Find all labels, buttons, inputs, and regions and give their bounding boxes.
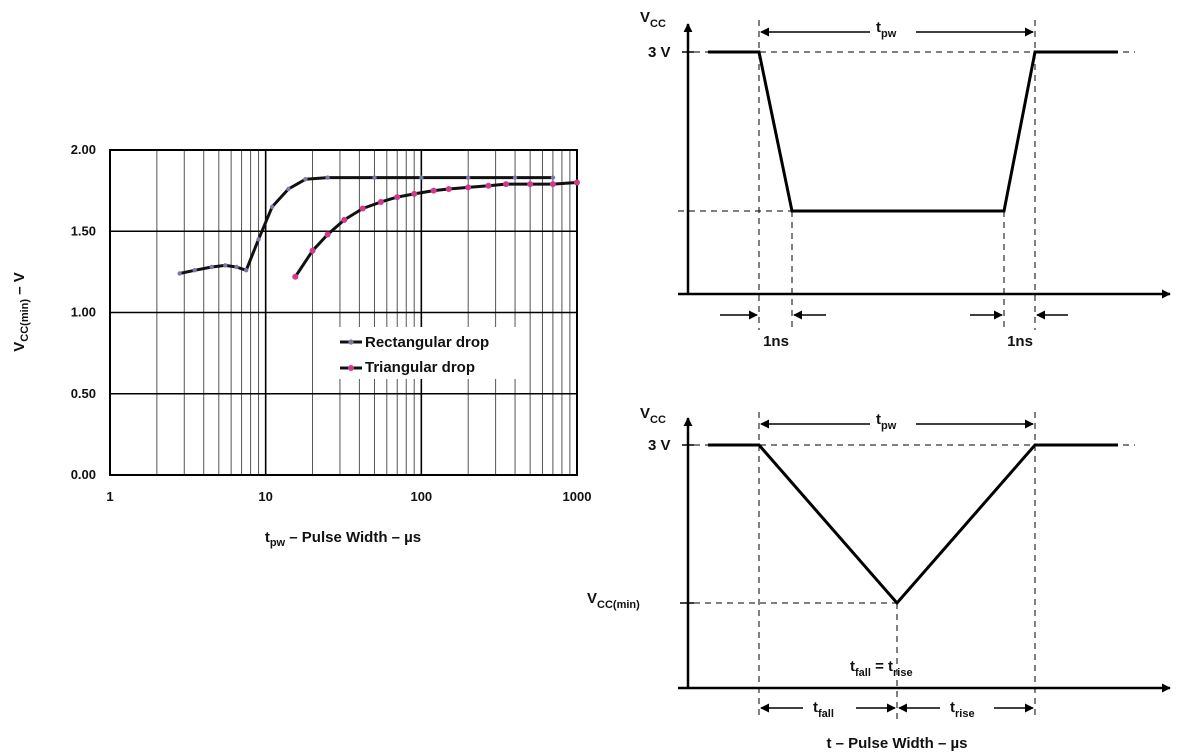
x-tick-label: 10 bbox=[258, 489, 272, 504]
data-point-triangular bbox=[465, 184, 472, 191]
data-point-triangular bbox=[549, 181, 556, 188]
data-point-triangular bbox=[430, 187, 437, 194]
chart-grid bbox=[110, 149, 577, 476]
data-point-triangular bbox=[574, 179, 580, 186]
data-point-rectangular bbox=[286, 186, 291, 192]
legend-label-triangular: Triangular drop bbox=[365, 359, 475, 376]
data-point-triangular bbox=[445, 186, 452, 192]
rect-guides bbox=[678, 20, 1135, 330]
x-tick-labels: 1 10 100 1000 bbox=[106, 489, 591, 504]
chart-series bbox=[177, 175, 580, 280]
tri-tfall-label: tfall bbox=[813, 699, 834, 720]
y-tick-label: 1.00 bbox=[71, 305, 96, 320]
data-point-rectangular bbox=[244, 268, 249, 273]
data-point-rectangular bbox=[209, 264, 214, 270]
x-tick-label: 100 bbox=[410, 489, 432, 504]
y-tick-labels: 0.00 0.50 1.00 1.50 2.00 bbox=[71, 142, 96, 482]
series-line-rectangular bbox=[179, 176, 553, 275]
tri-x-axis-title: t – Pulse Width – µs bbox=[826, 735, 967, 752]
data-point-rectangular bbox=[512, 175, 518, 180]
tri-guides bbox=[694, 412, 1135, 720]
rect-waveform bbox=[708, 50, 1118, 213]
y-tick-label: 2.00 bbox=[71, 142, 96, 157]
data-point-triangular bbox=[411, 190, 418, 197]
tri-tpw-label: tpw bbox=[876, 411, 897, 432]
x-tick-label: 1 bbox=[106, 489, 113, 504]
tri-3v-label: 3 V bbox=[648, 437, 671, 454]
data-point-triangular bbox=[292, 273, 299, 280]
rect-rise-edge-label: 1ns bbox=[1007, 333, 1033, 350]
data-point-rectangular bbox=[372, 175, 377, 180]
rect-y-axis-label: VCC bbox=[640, 9, 666, 30]
y-tick-label: 0.00 bbox=[71, 467, 96, 482]
data-point-rectangular bbox=[465, 175, 471, 180]
data-point-rectangular bbox=[419, 175, 424, 180]
data-point-rectangular bbox=[269, 204, 275, 210]
data-point-triangular bbox=[309, 247, 316, 254]
data-point-rectangular bbox=[223, 263, 228, 268]
legend-label-rectangular: Rectangular drop bbox=[365, 334, 489, 351]
triangular-pulse-diagram: VCC 3 V VCC(min) tpw tfall = trise tfall… bbox=[587, 405, 1171, 752]
data-point-rectangular bbox=[234, 264, 239, 270]
data-point-triangular bbox=[324, 231, 331, 238]
tri-equality-label: tfall = trise bbox=[850, 658, 913, 679]
series-line-triangular bbox=[294, 181, 578, 278]
data-point-triangular bbox=[341, 216, 348, 223]
data-point-rectangular bbox=[550, 175, 556, 180]
rectangular-pulse-diagram: VCC 3 V tpw 1ns 1ns bbox=[640, 9, 1171, 350]
y-tick-label: 1.50 bbox=[71, 223, 96, 238]
data-point-rectangular bbox=[256, 237, 261, 242]
data-point-triangular bbox=[527, 181, 534, 188]
rect-tpw-label: tpw bbox=[876, 19, 897, 40]
plot-frame bbox=[109, 149, 578, 476]
vccmin-chart: 0.00 0.50 1.00 1.50 2.00 1 10 100 1000 VCC(min)… bbox=[11, 142, 591, 549]
tri-y-axis-label: VCC bbox=[640, 405, 666, 426]
chart-legend: Rectangular drop Triangular drop bbox=[333, 327, 529, 379]
y-axis-title: VCC(min) – V bbox=[11, 272, 31, 351]
tri-vccmin-label: VCC(min) bbox=[587, 590, 640, 611]
x-tick-label: 1000 bbox=[563, 489, 592, 504]
tri-waveform bbox=[708, 443, 1118, 606]
rect-fall-edge-label: 1ns bbox=[763, 333, 789, 350]
data-point-rectangular bbox=[192, 268, 197, 273]
data-point-triangular bbox=[377, 199, 384, 205]
legend-entry-triangular: Triangular drop bbox=[340, 359, 475, 376]
legend-marker-rectangular bbox=[348, 339, 354, 345]
data-point-rectangular bbox=[325, 175, 330, 180]
legend-entry-rectangular: Rectangular drop bbox=[340, 334, 489, 351]
legend-marker-triangular bbox=[348, 365, 354, 371]
data-point-triangular bbox=[359, 205, 366, 212]
x-axis-title: tpw – Pulse Width – µs bbox=[265, 529, 421, 549]
data-point-triangular bbox=[485, 182, 492, 189]
tri-trise-label: trise bbox=[950, 699, 975, 720]
data-point-triangular bbox=[394, 194, 401, 201]
y-tick-label: 0.50 bbox=[71, 386, 96, 401]
data-point-triangular bbox=[503, 181, 510, 188]
data-point-rectangular bbox=[177, 271, 182, 276]
data-point-rectangular bbox=[303, 177, 308, 182]
rect-3v-label: 3 V bbox=[648, 44, 671, 61]
